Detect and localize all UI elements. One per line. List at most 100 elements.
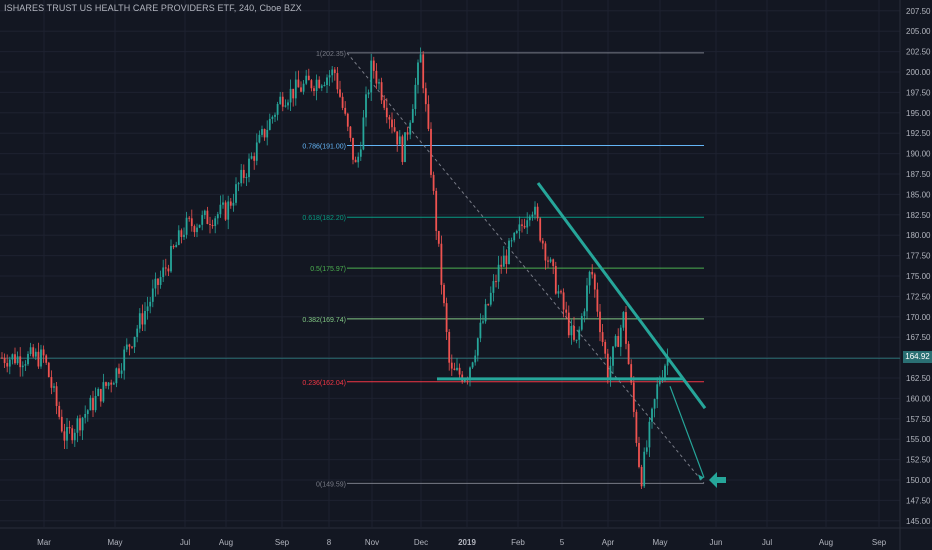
candle-body [240, 169, 243, 184]
candle-body [235, 184, 237, 203]
candle-body [653, 399, 656, 409]
candle-body [609, 365, 612, 380]
candle-body [456, 367, 458, 370]
candle-body [591, 271, 594, 275]
candle-body [544, 243, 547, 261]
candle-body [209, 223, 211, 225]
candle-body [612, 346, 614, 366]
candle-body [136, 328, 139, 337]
candle-body [515, 230, 518, 233]
candle-body [450, 362, 453, 369]
candle-body [523, 225, 526, 228]
x-tick-label: Aug [819, 538, 833, 547]
candle-body [266, 129, 269, 138]
candle-body [294, 79, 297, 99]
candle-body [1, 357, 3, 359]
candle-body [92, 397, 94, 411]
candle-body [125, 344, 128, 350]
candle-body [144, 310, 146, 325]
y-tick-label: 207.50 [906, 7, 931, 16]
candle-body [471, 362, 474, 368]
x-tick-label: 8 [327, 538, 332, 547]
candle-body [305, 75, 308, 84]
candle-body [539, 218, 542, 241]
candle-body [346, 113, 349, 127]
y-tick-label: 145.00 [906, 517, 931, 526]
x-tick-label: May [107, 538, 122, 547]
candle-body [310, 80, 313, 89]
candle-body [474, 355, 477, 363]
candle-body [32, 347, 35, 357]
candle-body [255, 142, 258, 161]
candle-body [180, 230, 183, 237]
candle-body [68, 427, 71, 429]
candle-body [164, 267, 167, 269]
candle-body [188, 217, 191, 219]
candle-body [505, 255, 508, 265]
candle-body [354, 159, 357, 163]
candle-body [73, 432, 76, 441]
candle-body [146, 306, 149, 311]
candle-body [274, 114, 276, 117]
candle-body [531, 214, 534, 217]
x-tick-label: 2019 [458, 538, 476, 547]
candle-body [66, 427, 68, 441]
candle-body [599, 311, 601, 333]
candle-body [279, 96, 282, 104]
candle-body [635, 411, 638, 443]
target-arrow-icon [709, 472, 726, 488]
candle-body [328, 75, 331, 78]
candle-body [250, 156, 253, 159]
candle-body [424, 88, 427, 105]
fib-level-label: 0.236(162.04) [302, 380, 346, 387]
candle-body [253, 156, 256, 161]
candle-body [149, 301, 152, 307]
candle-body [370, 60, 373, 93]
candle-body [112, 383, 115, 385]
candle-body [154, 278, 157, 289]
candle-body [638, 442, 640, 467]
candle-body [94, 396, 97, 411]
candle-body [596, 289, 599, 312]
candle-body [586, 285, 588, 312]
candle-body [437, 230, 440, 244]
candle-body [120, 370, 123, 374]
fib-level-label: 0.786(191.00) [302, 143, 346, 150]
candle-body [622, 312, 625, 328]
candle-body [159, 277, 162, 285]
y-tick-label: 155.00 [906, 435, 931, 444]
candle-body [604, 342, 607, 354]
candle-body [318, 79, 321, 88]
fib-level-label: 0.5(175.97) [310, 266, 346, 273]
candle-body [45, 355, 48, 363]
candle-body [570, 326, 573, 336]
candle-body [430, 128, 432, 175]
candle-body [640, 466, 643, 487]
candle-body [229, 201, 232, 206]
candle-body [89, 397, 92, 411]
candle-body [344, 107, 347, 114]
candle-body [128, 344, 131, 347]
candle-body [656, 384, 659, 400]
candle-body [331, 69, 334, 76]
candle-body [115, 368, 118, 384]
candle-body [339, 89, 341, 97]
y-tick-label: 205.00 [906, 27, 931, 36]
y-tick-label: 187.50 [906, 170, 931, 179]
candle-body [11, 354, 14, 360]
y-tick-label: 175.00 [906, 272, 931, 281]
candle-body [14, 354, 16, 364]
candle-body [123, 349, 126, 371]
candle-body [534, 206, 536, 215]
candle-body [289, 88, 292, 103]
candle-body [60, 416, 63, 432]
candle-body [448, 331, 451, 363]
candle-body [562, 292, 565, 310]
candle-body [261, 129, 263, 135]
candle-body [419, 54, 422, 63]
candle-body [170, 246, 172, 272]
candle-body [422, 54, 425, 89]
candle-body [271, 116, 274, 119]
fib-level-label: 1(202.35) [316, 51, 346, 58]
